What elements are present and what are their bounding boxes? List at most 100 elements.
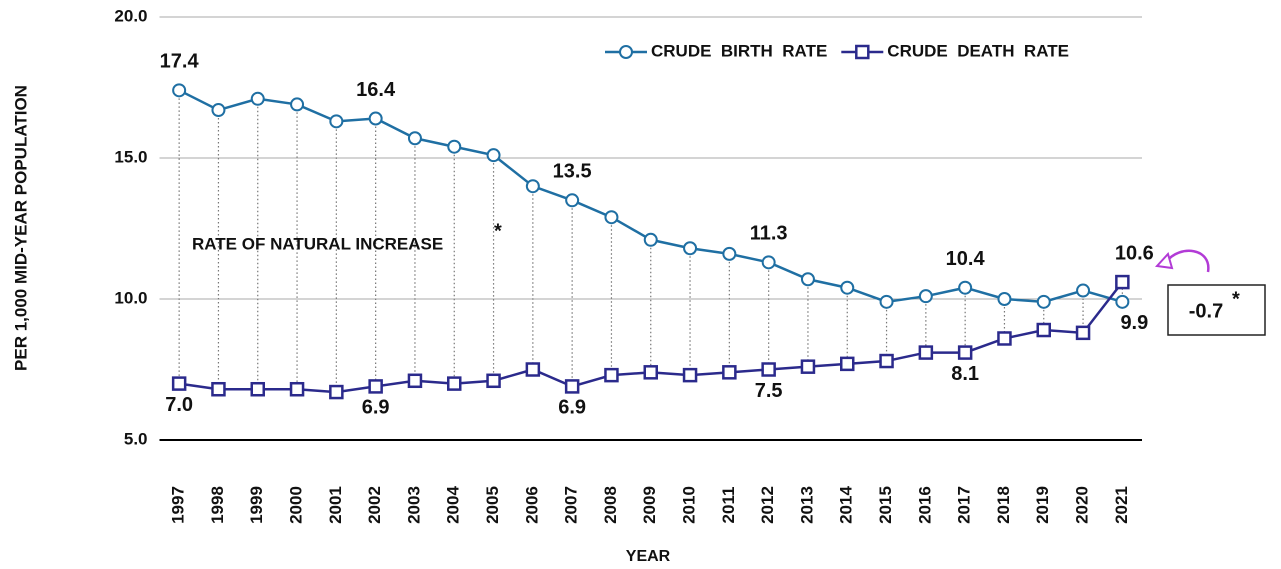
point-marker	[1076, 283, 1091, 298]
point-marker	[250, 91, 265, 106]
point-marker	[918, 289, 933, 304]
point-marker	[368, 379, 383, 394]
point-marker	[722, 246, 737, 261]
y-axis-label: PER 1,000 MID-YEAR POPULATION	[11, 85, 30, 371]
point-marker	[879, 353, 894, 369]
point-marker	[211, 381, 226, 397]
x-tick-label: 2019	[1033, 486, 1052, 524]
x-tick-label: 2013	[797, 486, 816, 524]
data-label: 10.4	[946, 248, 986, 270]
point-marker	[329, 384, 344, 400]
data-label: 16.4	[356, 79, 396, 101]
y-tick-label: 15.0	[114, 147, 147, 166]
point-marker	[604, 367, 619, 383]
series-line	[178, 89, 1123, 304]
point-marker	[722, 365, 737, 380]
legend-marker	[855, 44, 870, 60]
data-label: 13.5	[553, 161, 592, 183]
data-label: 11.3	[750, 223, 788, 245]
point-marker	[840, 356, 855, 372]
point-marker	[1075, 325, 1091, 341]
x-tick-label: 2015	[876, 486, 895, 524]
x-tick-label: 1997	[169, 486, 188, 524]
x-tick-label: 2009	[640, 486, 659, 524]
point-marker	[525, 179, 540, 194]
x-tick-label: 2012	[758, 486, 777, 524]
point-marker	[643, 232, 658, 247]
x-tick-label: 2004	[444, 486, 463, 524]
point-marker	[290, 97, 305, 112]
x-tick-label: 2003	[404, 486, 423, 524]
annotation: RATE OF NATURAL INCREASE	[192, 234, 443, 253]
point-marker	[172, 83, 187, 98]
x-tick-label: 2001	[326, 486, 345, 524]
point-marker	[997, 331, 1012, 346]
point-marker	[800, 359, 816, 374]
point-marker	[525, 362, 541, 377]
x-axis-label: YEAR	[626, 548, 671, 565]
point-marker	[683, 241, 698, 256]
x-tick-label: 2011	[719, 487, 738, 524]
x-tick-label: 2021	[1112, 486, 1131, 524]
callout-arrow	[1165, 249, 1210, 273]
x-tick-label: 2020	[1073, 486, 1092, 524]
data-label: 10.6	[1115, 242, 1154, 264]
point-marker	[761, 255, 776, 270]
x-tick-label: 2000	[287, 486, 306, 524]
x-tick-label: 2008	[601, 486, 620, 524]
point-marker	[368, 111, 383, 126]
x-tick-label: 2005	[483, 486, 502, 524]
data-label: 7.0	[165, 394, 193, 416]
callout	[1154, 249, 1266, 336]
data-label: 17.4	[160, 51, 200, 73]
point-marker	[840, 280, 855, 295]
point-marker	[957, 345, 973, 360]
point-marker	[604, 210, 619, 225]
point-marker	[407, 373, 423, 389]
point-marker	[289, 381, 305, 397]
point-marker	[486, 373, 501, 389]
point-marker	[1115, 294, 1130, 309]
annotation: -0.7	[1189, 300, 1223, 322]
point-marker	[643, 365, 658, 380]
data-label: 9.9	[1120, 312, 1148, 334]
point-marker	[997, 292, 1012, 306]
point-marker	[486, 148, 501, 163]
x-tick-label: 2014	[837, 486, 856, 524]
point-marker	[1036, 322, 1051, 338]
point-marker	[329, 114, 344, 129]
y-tick-label: 20.0	[114, 6, 147, 25]
legend-label: CRUDE DEATH RATE	[887, 41, 1069, 60]
point-marker	[918, 345, 934, 360]
data-label: 8.1	[951, 363, 979, 385]
data-label: 6.9	[558, 397, 586, 419]
point-marker	[250, 381, 265, 397]
annotation-mark: *	[1232, 288, 1240, 310]
point-marker	[682, 367, 698, 383]
point-marker	[447, 376, 462, 391]
point-marker	[211, 103, 226, 118]
legend-marker	[619, 45, 633, 59]
point-marker	[565, 193, 580, 208]
x-tick-label: 2007	[562, 486, 581, 524]
x-tick-label: 2017	[955, 486, 974, 524]
point-marker	[1036, 294, 1051, 309]
point-marker	[407, 131, 422, 146]
y-tick-label: 5.0	[124, 429, 148, 448]
point-marker	[447, 139, 462, 154]
x-tick-label: 1998	[208, 486, 227, 524]
point-marker	[564, 379, 580, 394]
point-marker	[800, 272, 815, 287]
x-tick-label: 2016	[915, 486, 934, 524]
data-label: 7.5	[755, 380, 783, 402]
x-tick-label: 2002	[365, 486, 384, 524]
point-marker	[761, 362, 776, 377]
point-marker	[171, 376, 187, 391]
callout-arrowhead	[1154, 252, 1174, 270]
callout-box	[1167, 284, 1266, 336]
x-tick-label: 2018	[994, 486, 1013, 524]
data-label: 6.9	[362, 397, 390, 419]
annotation-mark: *	[494, 220, 502, 242]
x-tick-label: 2006	[522, 486, 541, 524]
